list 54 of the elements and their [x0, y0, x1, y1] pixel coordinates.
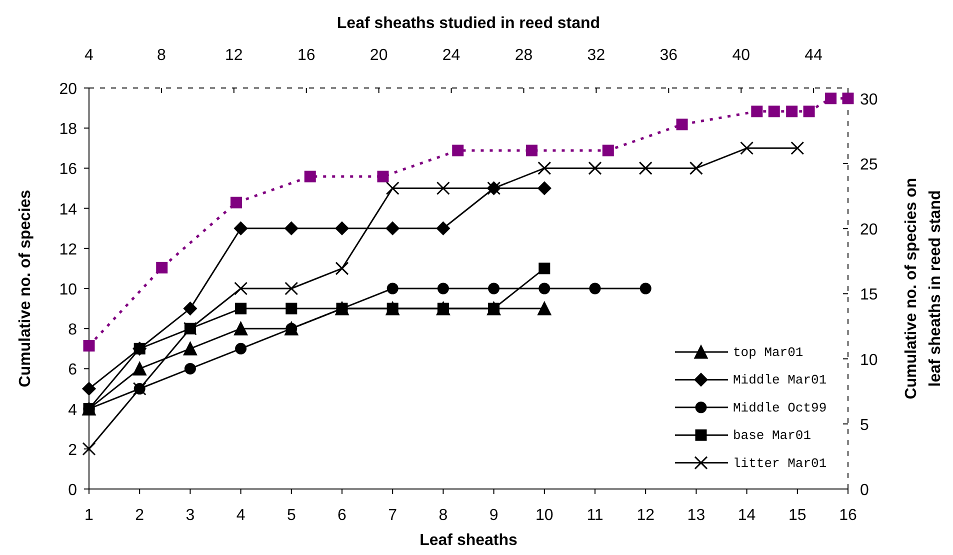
x2-tick-label: 36: [660, 47, 678, 64]
legend-label: base Mar01: [733, 428, 812, 444]
y2-tick-label: 0: [860, 482, 869, 499]
y2-tick-label: 20: [860, 222, 878, 239]
x2-tick-label: 44: [804, 47, 823, 64]
y-tick-label: 8: [68, 322, 78, 339]
legend-label: Middle Oct99: [733, 400, 827, 416]
x-tick-label: 1: [84, 507, 94, 524]
x2-tick-label: 12: [225, 47, 243, 64]
x-tick-label: 3: [186, 507, 195, 524]
x-axis-title: Leaf sheaths: [420, 532, 518, 549]
y2-tick-label: 10: [860, 352, 878, 369]
x-tick-label: 11: [586, 507, 604, 524]
x-tick-label: 4: [236, 507, 246, 524]
y2-tick-label: 25: [860, 156, 878, 174]
legend-label: Middle Mar01: [733, 372, 827, 388]
x2-tick-label: 20: [370, 47, 388, 64]
x2-tick-label: 28: [514, 47, 533, 64]
x-tick-label: 8: [438, 507, 448, 524]
y-tick-label: 4: [68, 402, 78, 419]
y-tick-label: 12: [59, 241, 78, 258]
x-tick-label: 14: [738, 507, 756, 524]
y2-axis-title: Cumulative no. of species on leaf sheaths in reed stand: [903, 178, 944, 400]
x-tick-label: 13: [687, 507, 706, 524]
x-tick-label: 15: [788, 507, 806, 524]
y-tick-label: 10: [59, 282, 78, 298]
y-tick-label: 0: [68, 482, 78, 499]
x2-tick-label: 16: [297, 47, 316, 64]
y2-tick-label: 30: [860, 91, 878, 108]
x2-tick-label: 4: [84, 47, 94, 64]
y-tick-label: 2: [68, 442, 78, 459]
y-axis-title: Cumulative no. of species: [17, 190, 34, 388]
x2-tick-label: 24: [442, 47, 460, 64]
x-tick-label: 2: [135, 507, 144, 524]
y2-tick-label: 5: [860, 416, 869, 434]
y-tick-label: 6: [68, 362, 78, 379]
x-tick-label: 6: [338, 507, 347, 524]
x-tick-label: 12: [636, 507, 655, 524]
x-tick-label: 10: [536, 507, 554, 524]
x-tick-label: 16: [839, 507, 857, 524]
x2-axis-title: Leaf sheaths studied in reed stand: [336, 15, 600, 32]
x2-tick-label: 40: [732, 47, 750, 64]
legend-label: litter Mar01: [733, 456, 827, 471]
legend-label: top Mar01: [733, 345, 804, 360]
x-tick-label: 9: [489, 507, 498, 524]
y2-tick-label: 15: [860, 286, 878, 304]
x2-tick-label: 8: [157, 47, 166, 64]
y-tick-label: 16: [59, 161, 78, 178]
y-tick-label: 20: [59, 81, 78, 98]
y-tick-label: 18: [59, 121, 78, 138]
y-tick-label: 14: [59, 201, 78, 218]
x-tick-label: 7: [388, 507, 398, 524]
x-tick-label: 5: [286, 507, 296, 524]
x2-tick-label: 32: [587, 47, 606, 64]
